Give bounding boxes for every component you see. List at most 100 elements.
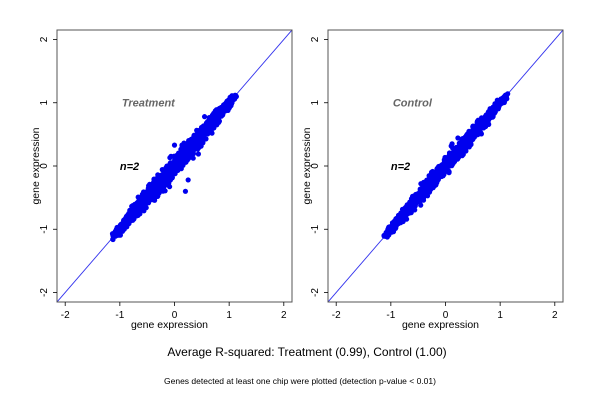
data-point [215,113,221,119]
data-point [449,141,455,147]
data-point [174,159,180,165]
x-tick-label: -1 [115,310,124,321]
panel-treatment: -2 -1 0 1 2 -2 -1 0 1 2 gene expression gene expres… [30,29,293,331]
data-point [470,124,476,130]
x-tick-label: 2 [552,310,558,321]
footnote: Genes detected at least one chip were pl… [164,376,436,386]
y-tick-label: 0 [310,163,321,169]
x-axis-label: gene expression [131,319,208,331]
data-point [151,187,157,193]
data-point [200,135,207,142]
data-point [145,196,151,202]
panel-title: Control [393,98,433,110]
data-point [440,163,446,169]
data-point [169,175,175,181]
data-point [446,170,452,176]
data-point [211,112,217,118]
data-point [156,187,162,193]
y-tick-label: -2 [39,288,50,297]
y-tick-label: 2 [39,36,50,42]
data-point [151,193,157,199]
panel-control: -2 -1 0 1 2 -2 -1 0 1 2 gene expression gene expres… [301,29,564,331]
data-point [468,141,474,147]
data-point [455,135,461,141]
data-point [459,138,465,144]
x-tick-label: 0 [443,310,449,321]
data-point [184,157,190,163]
x-tick-label: 2 [281,310,287,321]
data-point [449,160,455,166]
data-point [175,164,181,170]
x-tick-label: -1 [386,310,395,321]
data-point [185,177,191,183]
data-point [445,154,451,160]
data-point [152,197,158,203]
data-point [212,117,218,123]
data-point [189,141,195,147]
data-point [390,222,396,228]
y-tick-label: -1 [310,224,321,233]
data-point [481,119,487,125]
data-point [401,211,407,217]
data-point [501,94,507,100]
data-point [135,194,141,200]
data-point [194,135,200,141]
data-point [452,156,458,162]
data-point [229,99,235,105]
data-point [426,177,433,183]
data-point [387,228,393,234]
data-point [421,182,427,188]
x-tick-label: 1 [226,310,232,321]
data-point [169,163,175,169]
data-point [164,181,170,188]
n-annotation: n=2 [391,161,410,173]
data-point [181,140,187,146]
data-point [179,152,185,159]
x-tick-label: 0 [172,310,178,321]
y-tick-label: 2 [310,36,321,42]
data-point [222,108,228,114]
data-point [201,127,207,133]
data-point [171,142,178,148]
data-point [426,189,433,195]
data-point [201,114,208,120]
data-point [403,204,409,210]
data-point [124,224,130,230]
data-point [182,145,188,152]
panel-title: Treatment [122,98,176,110]
data-point [432,181,438,188]
data-point [407,207,413,213]
data-point [158,174,165,180]
data-point [165,171,171,177]
caption: Average R-squared: Treatment (0.99), Con… [167,345,446,359]
data-point [436,171,442,177]
data-point [412,197,418,203]
x-axis-label: gene expression [402,319,479,331]
x-tick-label: -2 [332,310,341,321]
data-point [487,111,493,117]
data-point [182,188,189,194]
data-point [416,191,423,197]
data-point [195,151,201,157]
data-point [140,194,146,200]
data-point [496,102,502,108]
x-tick-label: -2 [61,310,70,321]
data-point [444,160,450,166]
y-axis-label: gene expression [30,127,42,204]
data-point [211,125,217,131]
data-point [130,210,136,216]
data-point [156,180,162,186]
data-point [452,149,459,155]
x-tick-label: 1 [497,310,503,321]
data-point [492,105,499,111]
data-point [450,145,456,151]
data-point [478,131,484,137]
data-point [432,176,438,182]
y-tick-label: 1 [310,100,321,106]
data-point [394,220,400,226]
data-point [138,202,144,208]
data-point [458,143,465,149]
data-point [134,207,140,213]
scatter-points [381,91,511,240]
